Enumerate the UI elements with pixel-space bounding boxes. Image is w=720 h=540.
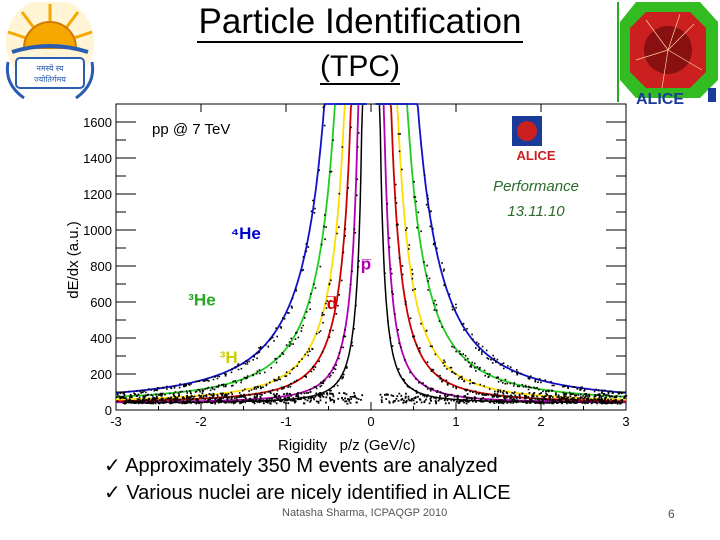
y-tick-label: 1200 bbox=[83, 187, 112, 202]
y-tick-label: 1000 bbox=[83, 223, 112, 238]
logo-text-line-2: ज्योतिर्गमय bbox=[34, 74, 66, 84]
x-axis-label: Rigidity p/z (GeV/c) bbox=[278, 437, 416, 454]
footer-text: Natasha Sharma, ICPAQGP 2010 bbox=[282, 507, 448, 519]
badge-experiment: ALICE bbox=[517, 148, 556, 163]
plot-frame bbox=[115, 103, 627, 411]
particle-label: ³H bbox=[220, 348, 238, 367]
y-tick-label: 800 bbox=[90, 259, 112, 274]
y-tick-label: 0 bbox=[105, 403, 112, 418]
x-tick-label: 2 bbox=[537, 414, 544, 429]
slide-title: Particle Identification bbox=[196, 2, 524, 43]
alice-performance-badge: ALICE Performance 13.11.10 bbox=[493, 116, 579, 220]
y-tick-label: 600 bbox=[90, 295, 112, 310]
x-tick-label: 1 bbox=[452, 414, 459, 429]
band-curve bbox=[375, 103, 627, 394]
x-tick-label: -1 bbox=[280, 414, 292, 429]
x-tick-label: -2 bbox=[195, 414, 207, 429]
chart-title: pp @ 7 TeV bbox=[152, 121, 230, 138]
page-number: 6 bbox=[668, 507, 675, 521]
university-logo: नमस्ये स्य ज्योतिर्गमय bbox=[5, 2, 95, 100]
badge-line-1: Performance bbox=[493, 178, 579, 195]
particle-label: d̅ bbox=[327, 294, 338, 313]
y-tick-label: 1600 bbox=[83, 115, 112, 130]
particle-label: ³He bbox=[188, 291, 215, 310]
bullet-item: ✓ Various nuclei are nicely identified i… bbox=[104, 482, 511, 504]
axes: -3 -2 -1 0 1 2 3 0 200 400 600 800 1000 1200 1400 1600 bbox=[83, 104, 630, 429]
particle-labels: ⁴He p̅ ³He d̅ ³H bbox=[188, 224, 371, 367]
slide-subtitle: (TPC) bbox=[320, 50, 400, 85]
logo-text-line-1: नमस्ये स्य bbox=[37, 63, 64, 73]
dedx-chart: -3 -2 -1 0 1 2 302004006008001000120014001600 … bbox=[65, 103, 630, 454]
bullet-list: ✓ Approximately 350 M events are analyze… bbox=[104, 453, 511, 507]
alice-logo-text: ALICE bbox=[636, 91, 684, 108]
alice-logo: ALICE bbox=[616, 0, 720, 108]
y-tick-label: 400 bbox=[90, 331, 112, 346]
y-tick-label: 1400 bbox=[83, 151, 112, 166]
bullet-item: ✓ Approximately 350 M events are analyze… bbox=[104, 455, 498, 477]
x-tick-label: -3 bbox=[110, 414, 122, 429]
particle-label: ⁴He bbox=[231, 224, 261, 243]
check-icon: ✓ bbox=[104, 482, 121, 504]
y-tick-label: 200 bbox=[90, 367, 112, 382]
badge-line-2: 13.11.10 bbox=[507, 203, 565, 220]
y-axis-label: dE/dx (a.u.) bbox=[65, 221, 82, 299]
x-tick-label: 3 bbox=[622, 414, 629, 429]
x-tick-label: 0 bbox=[367, 414, 374, 429]
check-icon: ✓ bbox=[104, 455, 121, 477]
particle-label: p̅ bbox=[361, 255, 372, 274]
